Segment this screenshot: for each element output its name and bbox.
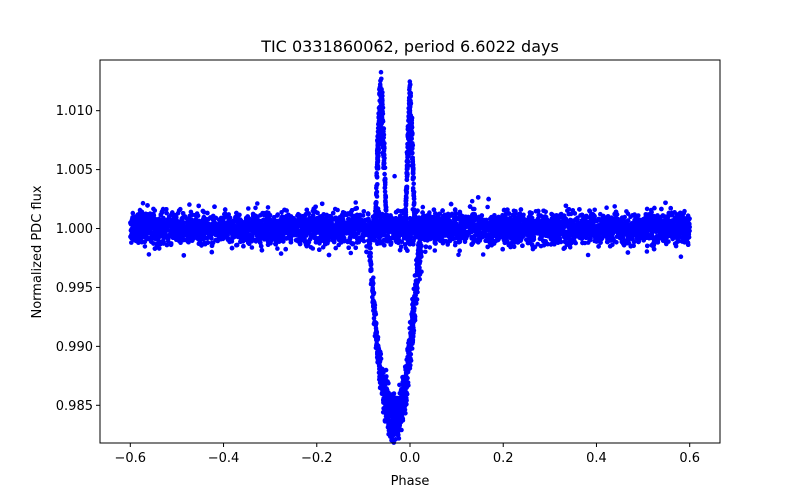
data-point <box>644 206 650 212</box>
data-point <box>130 210 136 216</box>
data-point <box>348 250 354 256</box>
data-point <box>361 209 367 214</box>
data-point <box>469 242 475 247</box>
data-point <box>259 248 265 253</box>
chart-title: TIC 0331860062, period 6.6022 days <box>260 37 559 56</box>
data-point <box>145 203 150 208</box>
data-point <box>472 206 477 212</box>
data-point <box>604 205 609 210</box>
data-point <box>624 209 629 214</box>
data-point <box>580 240 585 246</box>
data-point <box>678 254 684 259</box>
data-point <box>518 207 524 212</box>
data-point <box>278 251 284 256</box>
data-point <box>265 205 271 210</box>
data-point <box>644 249 650 254</box>
data-point <box>423 249 428 255</box>
data-point <box>142 244 148 249</box>
data-point <box>592 207 597 213</box>
data-point <box>567 245 573 250</box>
data-point <box>456 252 461 258</box>
data-point <box>392 173 397 179</box>
data-point <box>333 245 339 251</box>
data-points <box>128 69 692 445</box>
data-point <box>652 205 657 211</box>
data-point <box>524 237 529 242</box>
data-point <box>140 200 146 206</box>
data-point <box>420 204 426 210</box>
data-point <box>612 204 617 209</box>
data-point <box>585 252 591 258</box>
data-point <box>146 252 152 257</box>
data-point <box>249 245 255 250</box>
data-point <box>254 201 260 206</box>
data-point <box>222 207 228 212</box>
data-point <box>663 200 668 206</box>
data-point <box>432 248 438 253</box>
data-point <box>630 237 635 242</box>
data-point <box>253 205 258 211</box>
data-point <box>685 213 691 218</box>
data-point <box>457 209 463 215</box>
data-point <box>151 206 156 212</box>
data-point <box>187 202 192 207</box>
data-point <box>427 245 433 250</box>
data-point <box>229 245 235 251</box>
data-point <box>530 246 536 252</box>
data-point <box>453 240 458 246</box>
data-point <box>178 240 183 245</box>
data-point <box>457 248 463 253</box>
data-point <box>353 200 359 205</box>
data-point <box>361 238 367 244</box>
data-point <box>326 252 332 258</box>
data-point <box>283 246 289 252</box>
data-point <box>585 240 591 245</box>
data-point <box>332 206 338 212</box>
data-point <box>628 214 633 220</box>
data-point <box>485 204 490 210</box>
data-point <box>275 246 280 251</box>
data-point <box>480 252 486 257</box>
data-point <box>196 203 201 209</box>
data-point <box>469 198 475 204</box>
data-point <box>310 246 316 251</box>
data-point <box>129 240 134 245</box>
data-point <box>246 206 251 211</box>
data-point <box>178 206 183 212</box>
